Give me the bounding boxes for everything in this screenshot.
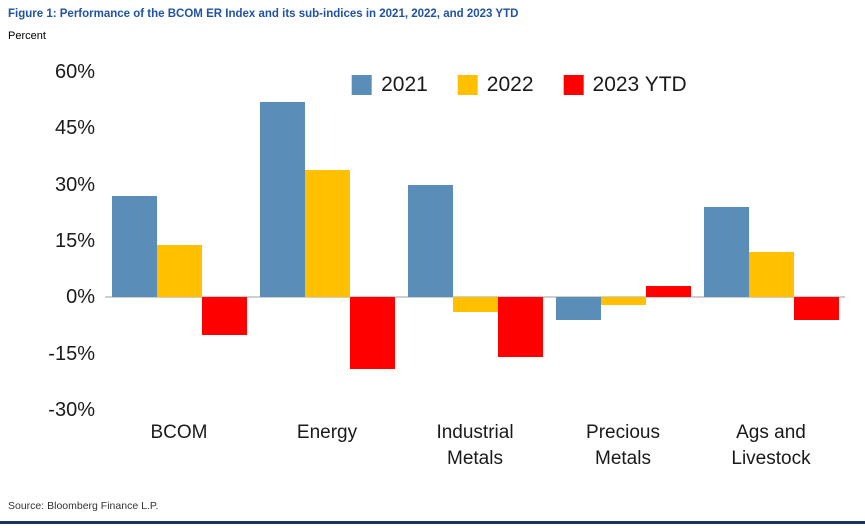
legend-item-2022: 2022 (457, 73, 534, 96)
legend-label: 2021 (381, 73, 428, 96)
category-label: Precious Metals (586, 422, 660, 469)
y-tick-label: 0% (66, 286, 95, 309)
y-tick-label: 15% (54, 230, 95, 252)
category-label: Ags and Livestock (731, 422, 811, 469)
category-label: BCOM (150, 422, 208, 443)
legend-label: 2022 (486, 73, 534, 96)
legend-label: 2023 YTD (592, 73, 687, 96)
y-tick-label: 60% (54, 61, 95, 83)
bar-2023-ytd-energy (349, 297, 395, 369)
bar-2022-ags-and (748, 252, 794, 298)
legend-swatch-icon (563, 75, 584, 95)
bar-2022-industrial (452, 297, 498, 313)
bar-2023-ytd-industrial (497, 297, 543, 358)
bar-2023-ytd-precious (645, 286, 691, 298)
bar-2023-ytd-bcom (201, 297, 247, 335)
bar-2022-bcom (156, 244, 202, 298)
y-axis-unit-label: Percent (8, 30, 46, 42)
bottom-border-line (0, 521, 865, 524)
legend-swatch-icon (352, 75, 373, 95)
category-label: Energy (296, 422, 358, 443)
bar-2022-precious (600, 297, 646, 305)
source-note: Source: Bloomberg Finance L.P. (8, 500, 159, 512)
bar-2023-ytd-ags-and (793, 297, 839, 320)
legend-item-2021: 2021 (352, 74, 428, 96)
bar-2022-energy (304, 169, 350, 298)
bar-2021-bcom (111, 195, 157, 298)
y-tick-label: -15% (48, 342, 95, 365)
y-tick-label: 30% (54, 173, 95, 196)
plot-area: 2021 2022 2023 YTD (105, 72, 845, 410)
y-tick-label: -30% (48, 399, 95, 421)
bar-2021-precious (555, 297, 601, 320)
y-tick-label: 45% (54, 117, 95, 140)
category-label: Industrial Metals (436, 422, 514, 469)
bar-2021-industrial (407, 184, 453, 298)
legend: 2021 2022 2023 YTD (352, 74, 687, 96)
bar-2021-ags-and (703, 207, 749, 298)
y-axis-tick-labels: 60% 45% 30% 15% 0% -15% -30% (0, 61, 95, 421)
bar-2021-energy (259, 102, 305, 298)
figure-title: Figure 1: Performance of the BCOM ER Ind… (8, 8, 519, 20)
legend-item-2023-ytd: 2023 YTD (563, 73, 687, 96)
legend-swatch-icon (457, 75, 478, 95)
x-axis-category-labels: BCOM Energy Industrial Metals Precious Meta… (105, 420, 845, 490)
